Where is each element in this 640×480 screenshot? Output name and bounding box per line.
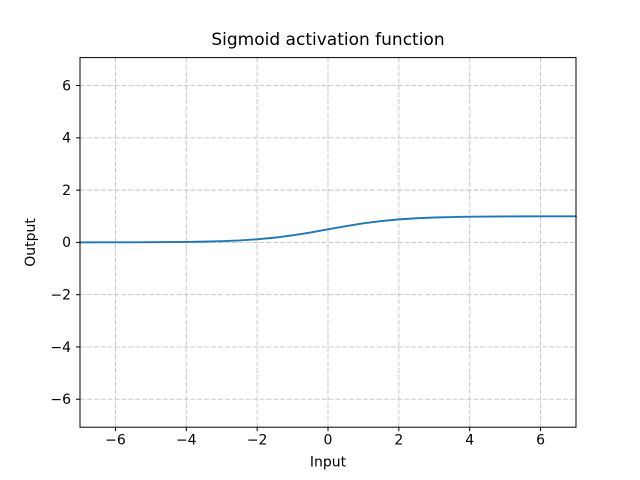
- x-tick-label: 4: [465, 433, 474, 449]
- x-tick-label: 6: [536, 433, 545, 449]
- axis-ticks: [76, 85, 542, 432]
- x-axis-label: Input: [310, 455, 347, 471]
- x-tick-label: 0: [324, 433, 333, 449]
- y-tick-label: 4: [62, 131, 71, 147]
- y-tick-label: 6: [62, 78, 71, 94]
- chart-title: Sigmoid activation function: [211, 30, 444, 50]
- x-tick-label: −4: [176, 433, 197, 449]
- grid-lines: [80, 57, 576, 428]
- y-tick-label: −4: [50, 340, 71, 356]
- x-tick-label: −6: [105, 433, 126, 449]
- y-axis-label: Output: [23, 218, 39, 267]
- sigmoid-curve: [79, 215, 577, 244]
- y-tick-label: 2: [62, 183, 71, 199]
- x-tick-labels: −6 −4 −2 0 2 4 6: [105, 433, 545, 449]
- y-tick-labels: −6 −4 −2 0 2 4 6: [50, 78, 71, 408]
- x-tick-label: −2: [247, 433, 268, 449]
- y-tick-label: −2: [50, 287, 71, 303]
- y-tick-label: 0: [62, 235, 71, 251]
- x-tick-label: 2: [394, 433, 403, 449]
- y-tick-label: −6: [50, 392, 71, 408]
- series-line-sigmoid: [79, 215, 577, 244]
